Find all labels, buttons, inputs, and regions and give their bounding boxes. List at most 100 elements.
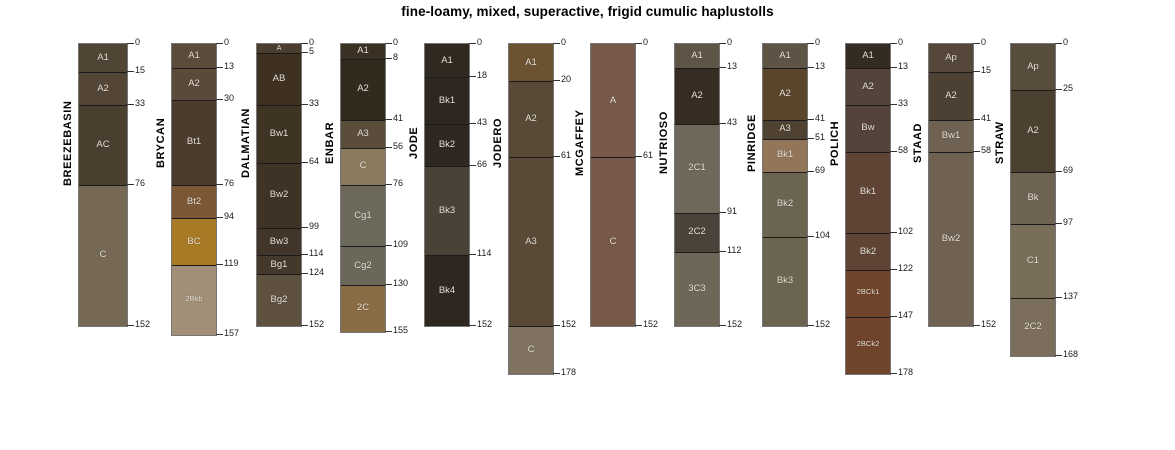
horizon-label: A2	[862, 80, 874, 92]
profile-column-straw: Ap A2 Bk C1 2C2	[1010, 43, 1056, 357]
depth-label: 104	[815, 229, 831, 240]
depth-label: 0	[815, 37, 821, 47]
depth-label: 61	[643, 150, 654, 161]
depth-label: 99	[309, 220, 320, 231]
horizon-separator	[172, 99, 216, 101]
horizon-bw2: Bw2	[929, 151, 973, 326]
horizon-a1: A1	[675, 44, 719, 69]
depth-tick	[385, 245, 392, 247]
depth-tick	[890, 269, 897, 271]
depth-label: 109	[393, 239, 409, 250]
horizon-separator	[929, 71, 973, 73]
depth-label: 155	[393, 324, 409, 335]
horizon-bw3: Bw3	[257, 227, 301, 256]
horizon-separator	[1011, 171, 1055, 173]
depth-label: 97	[1063, 216, 1074, 227]
horizon-bw1: Bw1	[257, 105, 301, 163]
horizon-label: Bw2	[941, 232, 961, 244]
horizon-2c: 2C	[341, 285, 385, 332]
horizon-bt1: Bt1	[172, 99, 216, 185]
horizon-a2: A2	[79, 71, 127, 106]
depth-tick	[216, 334, 223, 336]
horizon-label: A1	[525, 56, 537, 68]
profile-column-polich: A1 A2 Bw Bk1 Bk2 2BCk1 2BCk2	[845, 43, 891, 376]
horizon-bg1: Bg1	[257, 255, 301, 275]
depth-label: 13	[898, 61, 909, 72]
depth-label: 91	[727, 205, 738, 216]
horizon-separator	[846, 270, 890, 272]
depth-tick	[719, 122, 726, 124]
depth-label: 58	[981, 144, 992, 155]
depth-tick	[807, 137, 814, 139]
horizon-label: Bk2	[438, 139, 456, 151]
horizon-2bck1: 2BCk1	[846, 270, 890, 317]
depth-label: 152	[981, 318, 997, 329]
depth-label: 0	[1063, 37, 1069, 47]
horizon-label: BC	[187, 235, 201, 247]
horizon-separator	[257, 227, 301, 229]
depth-tick	[469, 324, 476, 326]
horizon-label: A2	[779, 88, 791, 100]
depth-tick	[635, 43, 642, 44]
horizon-label: A1	[441, 54, 453, 66]
profile-name-nutrioso: NUTRIOSO	[658, 111, 670, 175]
depth-label: 168	[1063, 348, 1079, 359]
horizon-a2: A2	[172, 68, 216, 100]
horizon-label: Bk1	[776, 149, 794, 161]
depth-label: 15	[981, 64, 992, 75]
horizon-label: 2C2	[1024, 320, 1042, 332]
horizon-a1: A1	[425, 44, 469, 78]
depth-label: 41	[981, 113, 992, 124]
depth-label: 137	[1063, 291, 1079, 302]
depth-label: 124	[309, 267, 325, 278]
depth-tick	[216, 263, 223, 265]
horizon-c: C	[341, 147, 385, 185]
horizon-label: A2	[357, 83, 369, 95]
horizon-label: A	[276, 44, 282, 52]
horizon-separator	[172, 184, 216, 186]
depth-label: 13	[815, 61, 826, 72]
depth-tick	[1055, 170, 1062, 172]
horizon-label: 2C2	[688, 226, 706, 238]
horizon-separator	[763, 236, 807, 238]
depth-tick	[719, 250, 726, 252]
profile-name-mcgaffey: MCGAFFEY	[574, 109, 586, 177]
horizon-separator	[763, 171, 807, 173]
horizon-c: C	[591, 157, 635, 326]
horizon-label: Bk1	[438, 94, 456, 106]
depth-tick	[469, 165, 476, 167]
horizon-a1: A1	[79, 44, 127, 72]
depth-label: 33	[309, 98, 320, 109]
horizon-label: Ap	[945, 51, 957, 63]
horizon-label: Bk2	[776, 198, 794, 210]
horizon-bk1: Bk1	[846, 151, 890, 234]
depth-tick	[890, 104, 897, 106]
horizon-cg2: Cg2	[341, 246, 385, 286]
horizon-label: 2BCk2	[856, 339, 880, 349]
profile-column-breezebasin: A1 A2 AC C	[78, 43, 128, 327]
horizon-label: 2Bkb	[185, 293, 203, 303]
profile-column-pinridge: A1 A2 A3 Bk1 Bk2 Bk3	[762, 43, 808, 327]
horizon-separator	[1011, 298, 1055, 300]
depth-label: 102	[898, 226, 914, 237]
horizon-label: A2	[1027, 125, 1039, 137]
horizon-separator	[172, 68, 216, 70]
horizon-separator	[1011, 90, 1055, 92]
horizon-label: A3	[357, 127, 369, 139]
depth-tick	[553, 43, 560, 44]
depth-label: 69	[1063, 164, 1074, 175]
profile-name-enbar: ENBAR	[324, 121, 336, 165]
horizon-a2: A2	[929, 71, 973, 121]
horizon-separator	[591, 157, 635, 159]
horizon-label: Bt2	[186, 195, 202, 207]
profile-name-dalmatian: DALMATIAN	[240, 108, 252, 178]
depth-label: 157	[224, 328, 240, 339]
horizon-2bck2: 2BCk2	[846, 316, 890, 375]
horizon-separator	[79, 71, 127, 73]
horizon-label: C	[527, 344, 535, 356]
horizon-bk4: Bk4	[425, 255, 469, 326]
horizon-separator	[172, 218, 216, 220]
depth-tick	[973, 150, 980, 152]
depth-tick	[385, 330, 392, 332]
horizon-a: A	[591, 44, 635, 158]
